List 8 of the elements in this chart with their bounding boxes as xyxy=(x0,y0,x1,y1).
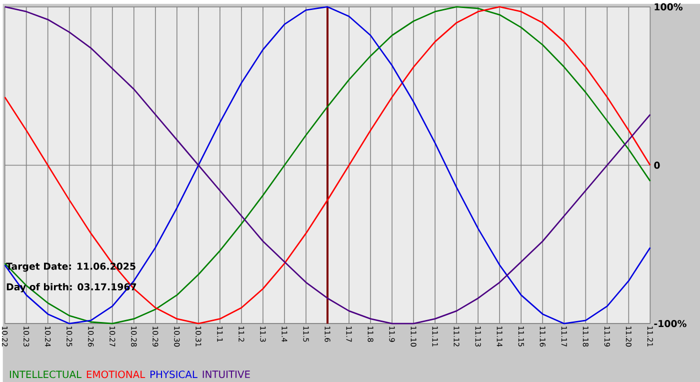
text: EMOTIONAL xyxy=(86,370,146,378)
line-series xyxy=(4,6,651,324)
text: INTELLECTUAL xyxy=(10,370,82,378)
text: PHYSICAL xyxy=(150,370,198,378)
y-tick-label: 0 xyxy=(654,161,660,169)
y-tick-label: -100% xyxy=(654,320,686,327)
y-tick-label: 100% xyxy=(654,3,683,10)
text: INTUITIVE xyxy=(202,370,250,378)
